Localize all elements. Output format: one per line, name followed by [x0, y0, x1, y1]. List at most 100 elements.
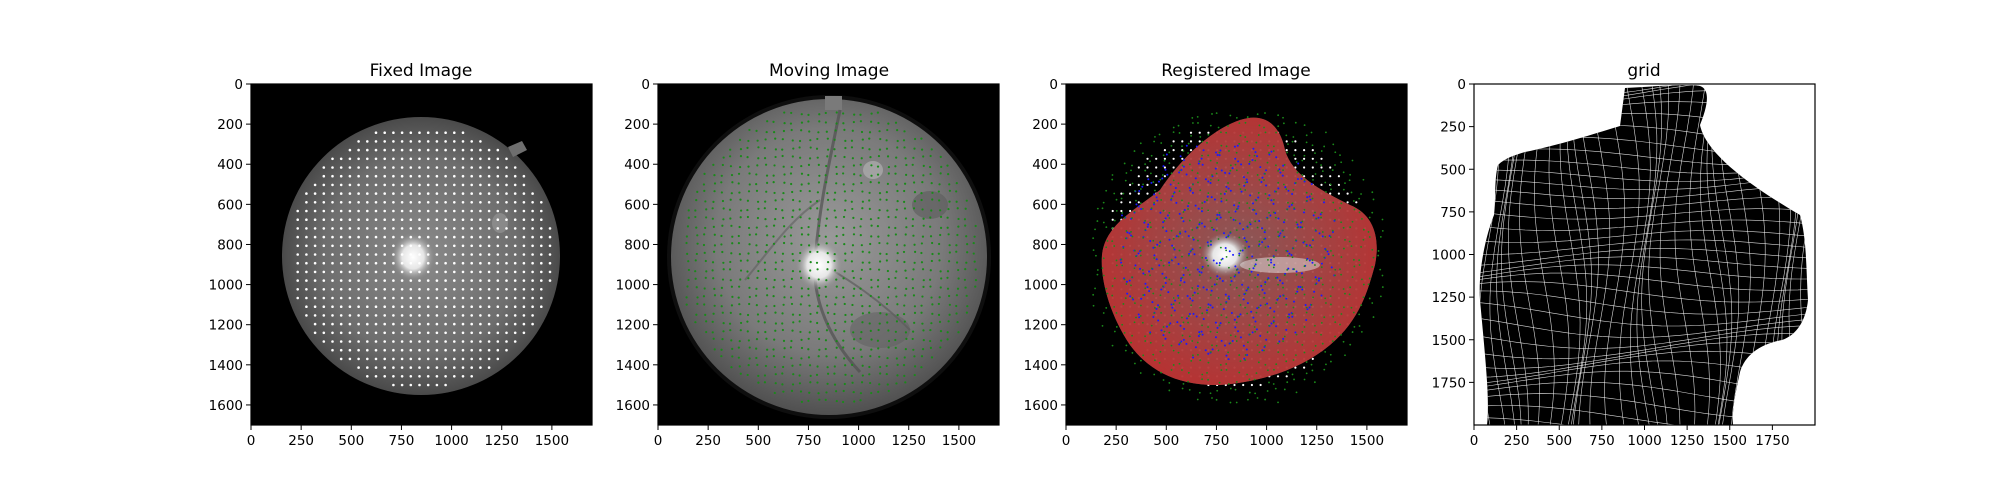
control-point — [809, 364, 811, 366]
control-point — [1146, 184, 1148, 186]
control-point — [842, 172, 844, 174]
control-point — [948, 201, 950, 203]
control-point — [357, 358, 360, 361]
control-point — [401, 384, 404, 387]
control-point — [913, 322, 915, 324]
control-point — [1275, 277, 1277, 279]
control-point — [878, 356, 880, 358]
control-point — [1268, 325, 1270, 327]
control-point — [1312, 259, 1314, 261]
control-point — [852, 157, 854, 159]
control-point — [1210, 331, 1212, 333]
control-point — [1229, 170, 1231, 172]
control-point — [1187, 269, 1189, 271]
control-point — [686, 253, 688, 255]
control-point — [965, 235, 967, 237]
y-tick-label: 1600 — [209, 398, 243, 414]
control-point — [1340, 334, 1342, 336]
control-point — [323, 210, 326, 213]
x-tick-label: 1000 — [1627, 433, 1661, 449]
control-point — [375, 262, 378, 265]
control-point — [497, 192, 500, 195]
x-tick-label: 250 — [1103, 433, 1129, 449]
control-point — [956, 201, 958, 203]
control-point — [1226, 199, 1228, 201]
control-point — [1154, 307, 1156, 309]
control-point — [1246, 257, 1248, 259]
control-point — [444, 253, 447, 256]
control-point — [1295, 239, 1297, 241]
control-point — [323, 236, 326, 239]
control-point — [801, 173, 803, 175]
control-point — [1205, 257, 1207, 259]
control-point — [1157, 304, 1159, 306]
control-point — [1188, 235, 1190, 237]
control-point — [1268, 264, 1270, 266]
control-point — [1360, 193, 1362, 195]
control-point — [1226, 317, 1228, 319]
control-point — [1312, 149, 1314, 151]
control-point — [817, 131, 819, 133]
control-point — [1234, 158, 1236, 160]
control-point — [853, 277, 855, 279]
control-point — [764, 207, 766, 209]
control-point — [349, 175, 352, 178]
control-point — [349, 166, 352, 169]
control-point — [931, 182, 933, 184]
control-point — [807, 400, 809, 402]
control-point — [357, 305, 360, 308]
control-point — [1344, 293, 1346, 295]
control-point — [851, 304, 853, 306]
x-tick-label: 500 — [745, 433, 771, 449]
control-point — [1161, 177, 1163, 179]
control-point — [1216, 279, 1218, 281]
control-point — [894, 287, 896, 289]
control-point — [870, 175, 872, 177]
control-point — [1190, 304, 1192, 306]
control-point — [1275, 156, 1277, 158]
control-point — [1282, 117, 1284, 119]
control-point — [729, 149, 731, 151]
control-point — [739, 166, 741, 168]
control-point — [816, 381, 818, 383]
control-point — [314, 192, 317, 195]
control-point — [1325, 363, 1327, 365]
control-point — [939, 321, 941, 323]
control-point — [723, 207, 725, 209]
control-point — [1097, 274, 1099, 276]
control-point — [799, 374, 801, 376]
control-point — [929, 166, 931, 168]
control-point — [1254, 220, 1256, 222]
control-point — [1254, 277, 1256, 279]
control-point — [929, 173, 931, 175]
control-point — [444, 323, 447, 326]
control-point — [835, 182, 837, 184]
control-point — [921, 242, 923, 244]
control-point — [357, 253, 360, 256]
control-point — [904, 183, 906, 185]
control-point — [870, 113, 872, 115]
control-point — [1185, 267, 1187, 269]
control-point — [879, 253, 881, 255]
control-point — [453, 271, 456, 274]
control-point — [1263, 238, 1265, 240]
control-point — [1291, 316, 1293, 318]
control-point — [375, 175, 378, 178]
control-point — [331, 297, 334, 300]
control-point — [887, 216, 889, 218]
control-point — [383, 279, 386, 282]
control-point — [757, 320, 759, 322]
control-point — [956, 294, 958, 296]
control-point — [1283, 295, 1285, 297]
control-point — [323, 201, 326, 204]
control-point — [1371, 249, 1373, 251]
control-point — [966, 312, 968, 314]
control-point — [436, 366, 439, 369]
control-point — [955, 251, 957, 253]
control-point — [1264, 173, 1266, 175]
control-point — [1160, 351, 1162, 353]
control-point — [862, 138, 864, 140]
control-point — [462, 227, 465, 230]
control-point — [755, 130, 757, 132]
control-point — [462, 271, 465, 274]
